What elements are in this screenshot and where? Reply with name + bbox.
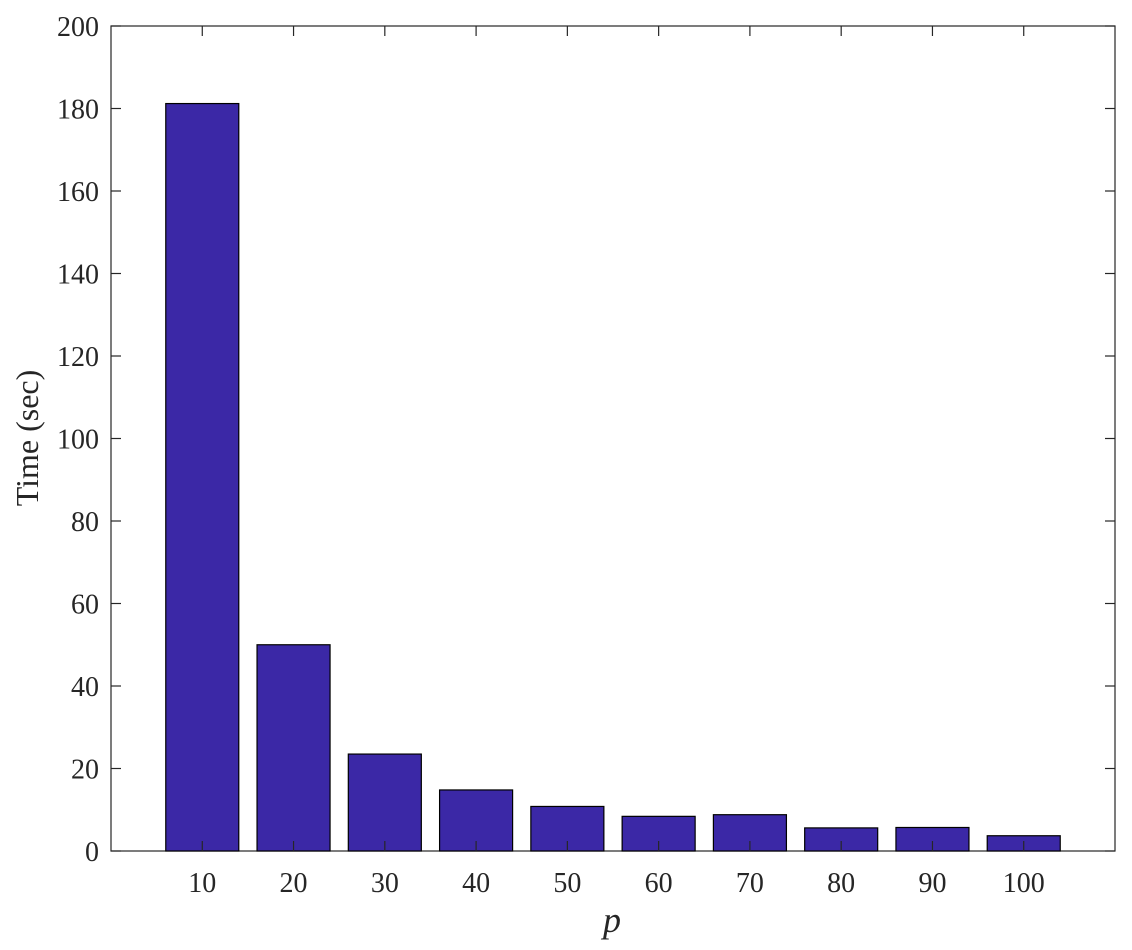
y-tick-label: 20	[71, 755, 99, 786]
x-tick-label: 10	[188, 868, 216, 899]
y-axis-label: Time (sec)	[9, 370, 45, 507]
y-tick-label: 120	[57, 342, 99, 373]
y-tick-label: 40	[71, 672, 99, 703]
x-axis-label: p	[600, 900, 621, 940]
bars	[165, 102, 1061, 852]
x-tick-label: 20	[280, 868, 308, 899]
bar-30	[347, 753, 422, 852]
x-tick-label: 60	[645, 868, 673, 899]
y-tick-label: 200	[57, 12, 99, 43]
x-tick-label: 40	[462, 868, 490, 899]
y-tick-label: 160	[57, 177, 99, 208]
y-tick-label: 100	[57, 425, 99, 456]
y-tick-label: 140	[57, 260, 99, 291]
bar-10	[165, 102, 240, 852]
y-tick-label: 80	[71, 507, 99, 538]
x-tick-label: 50	[553, 868, 581, 899]
y-tick-label: 60	[71, 590, 99, 621]
y-tick-label: 180	[57, 95, 99, 126]
x-axis-ticks: 10 20 30 40 50 60 70 80 90 100	[188, 26, 1045, 899]
bar-20	[256, 644, 331, 852]
y-tick-label: 0	[85, 837, 99, 868]
x-tick-label: 90	[918, 868, 946, 899]
x-tick-label: 100	[1003, 868, 1045, 899]
x-tick-label: 80	[827, 868, 855, 899]
y-axis-ticks: 0 20 40 60 80 100 120 140 160 180 200	[57, 12, 1115, 868]
x-tick-label: 30	[371, 868, 399, 899]
x-tick-label: 70	[736, 868, 764, 899]
